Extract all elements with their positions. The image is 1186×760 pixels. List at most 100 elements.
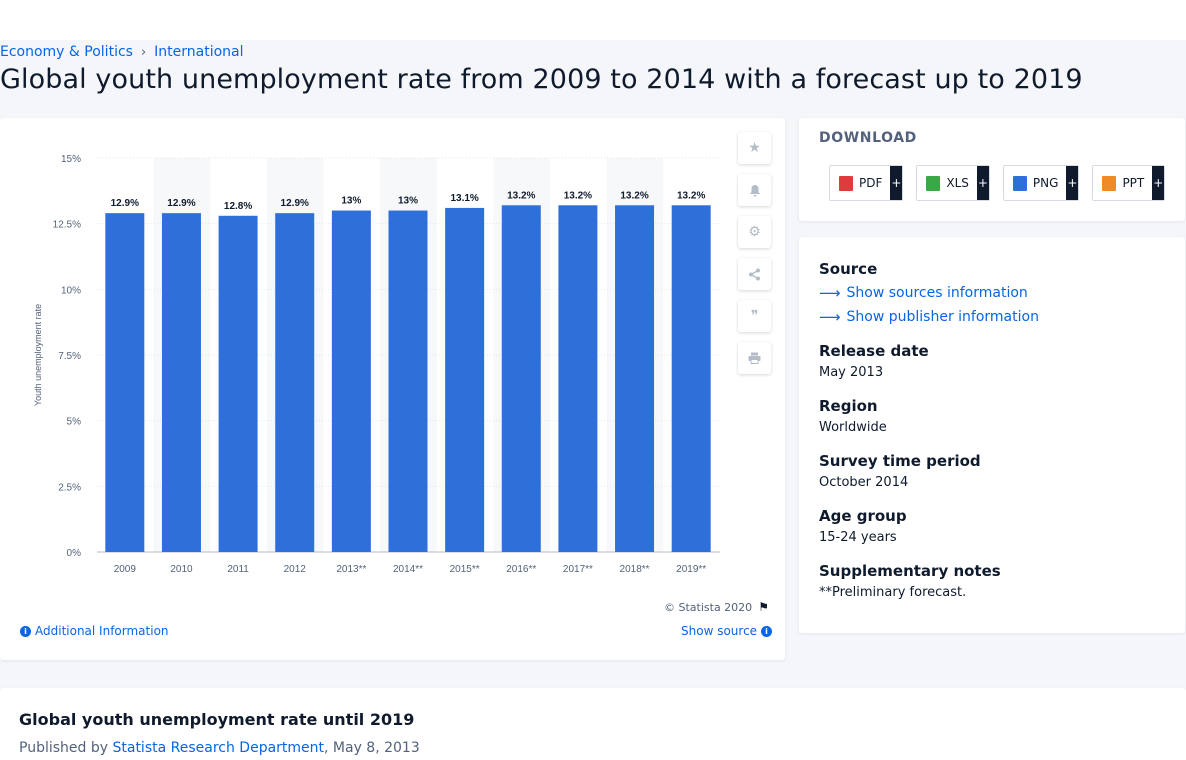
print-icon[interactable] <box>738 342 771 374</box>
download-pdf-button[interactable]: PDF + <box>829 165 904 201</box>
bar <box>615 205 655 552</box>
bell-icon[interactable] <box>738 174 771 206</box>
plus-icon: + <box>1066 166 1079 200</box>
publication-date: , May 8, 2013 <box>324 740 420 756</box>
download-title: DOWNLOAD <box>819 130 917 146</box>
published-by-label: Published by <box>19 740 109 756</box>
source-label: Source <box>819 260 878 278</box>
arrow-right-icon: ⟶ <box>819 308 841 326</box>
breadcrumb-separator: › <box>140 44 147 60</box>
release-date-value: May 2013 <box>819 365 884 380</box>
publication-card: Global youth unemployment rate until 201… <box>0 688 1186 760</box>
download-ppt-label: PPT <box>1122 176 1145 190</box>
publisher-link[interactable]: Statista Research Department <box>112 740 325 756</box>
statistic-details-card: Source ⟶ Show sources information ⟶ Show… <box>799 237 1185 633</box>
xls-file-icon <box>926 175 941 191</box>
data-label: 13.2% <box>620 190 648 201</box>
additional-information-link[interactable]: i Additional Information <box>20 624 169 638</box>
x-tick-label: 2018** <box>620 564 650 575</box>
plus-icon: + <box>1152 166 1165 200</box>
download-xls-label: XLS <box>946 176 969 190</box>
star-icon[interactable]: ★ <box>738 132 771 164</box>
download-buttons: PDF + XLS + PNG + PPT + <box>829 165 1166 201</box>
data-label: 13% <box>341 196 361 207</box>
flag-icon[interactable]: ⚑ <box>758 600 769 614</box>
data-label: 13.2% <box>677 190 705 201</box>
copyright-text: © Statista 2020 <box>664 600 753 614</box>
download-ppt-button[interactable]: PPT + <box>1092 165 1166 201</box>
bar <box>331 210 371 552</box>
top-bar <box>0 0 1186 40</box>
page-title: Global youth unemployment rate from 2009… <box>0 64 1083 95</box>
chart-tools: ★ ⚙ ❞ <box>738 132 771 374</box>
bar <box>445 207 485 552</box>
info-icon: i <box>20 625 31 637</box>
region-value: Worldwide <box>819 420 887 435</box>
x-tick-label: 2014** <box>393 564 423 575</box>
data-label: 12.9% <box>111 198 139 209</box>
ppt-file-icon <box>1102 175 1117 191</box>
show-sources-link[interactable]: ⟶ Show sources information <box>819 284 1028 302</box>
release-date-label: Release date <box>819 342 929 360</box>
bar <box>388 210 428 552</box>
download-xls-button[interactable]: XLS + <box>916 165 990 201</box>
plus-icon: + <box>890 166 903 200</box>
bar <box>671 205 711 552</box>
show-publisher-link[interactable]: ⟶ Show publisher information <box>819 308 1039 326</box>
bar <box>218 215 258 552</box>
data-label: 13.2% <box>507 190 535 201</box>
bar <box>275 213 315 552</box>
y-tick-label: 2.5% <box>58 482 81 493</box>
additional-information-label: Additional Information <box>35 624 169 638</box>
survey-period-value: October 2014 <box>819 475 909 490</box>
y-axis-label: Youth unemployment rate <box>33 304 43 406</box>
bar <box>161 213 201 552</box>
bar-chart: 0% 2.5% 5% 7.5% 10% 12.5% 15% Youth unemploymen… <box>33 154 720 575</box>
x-tick-label: 2013** <box>336 564 366 575</box>
y-tick-label: 10% <box>61 285 81 296</box>
share-icon[interactable] <box>738 258 771 290</box>
breadcrumb-economy-politics[interactable]: Economy & Politics <box>0 44 133 60</box>
plus-icon: + <box>976 166 989 200</box>
x-tick-label: 2015** <box>450 564 480 575</box>
copyright-notice: © Statista 2020 ⚑ <box>664 600 769 614</box>
chart-card: 0% 2.5% 5% 7.5% 10% 12.5% 15% Youth unemploymen… <box>0 118 785 660</box>
x-tick-label: 2010 <box>170 564 193 575</box>
download-pdf-label: PDF <box>859 176 883 190</box>
data-label: 12.8% <box>224 201 252 212</box>
supplementary-notes-label: Supplementary notes <box>819 562 1001 580</box>
breadcrumb: Economy & Politics › International <box>0 44 244 60</box>
show-source-label: Show source <box>681 624 758 638</box>
publication-byline: Published by Statista Research Departmen… <box>19 740 420 756</box>
png-file-icon <box>1012 175 1027 191</box>
y-tick-label: 7.5% <box>58 351 81 362</box>
show-source-link[interactable]: Show source i <box>681 624 773 638</box>
bar <box>105 213 145 552</box>
data-label: 13% <box>398 196 418 207</box>
x-tick-label: 2017** <box>563 564 593 575</box>
age-group-value: 15-24 years <box>819 530 897 545</box>
x-tick-label: 2012 <box>284 564 307 575</box>
data-label: 13.2% <box>564 190 592 201</box>
x-tick-label: 2016** <box>506 564 536 575</box>
x-tick-label: 2011 <box>227 564 249 575</box>
supplementary-notes-value: **Preliminary forecast. <box>819 585 967 600</box>
publication-title: Global youth unemployment rate until 201… <box>19 710 415 729</box>
gear-icon[interactable]: ⚙ <box>738 216 771 248</box>
y-tick-label: 0% <box>67 548 82 559</box>
download-card: DOWNLOAD PDF + XLS + PNG + PPT + <box>799 118 1185 221</box>
show-publisher-label: Show publisher information <box>846 309 1039 325</box>
age-group-label: Age group <box>819 507 907 525</box>
quote-icon[interactable]: ❞ <box>738 300 771 332</box>
breadcrumb-international[interactable]: International <box>154 44 244 60</box>
arrow-right-icon: ⟶ <box>819 284 841 302</box>
download-png-button[interactable]: PNG + <box>1002 165 1080 201</box>
y-tick-label: 12.5% <box>53 220 81 231</box>
show-sources-label: Show sources information <box>846 285 1028 301</box>
data-label: 12.9% <box>281 198 309 209</box>
info-icon: i <box>761 625 773 637</box>
x-tick-label: 2019** <box>676 564 706 575</box>
survey-period-label: Survey time period <box>819 452 981 470</box>
pdf-file-icon <box>839 175 853 191</box>
y-tick-label: 5% <box>67 417 82 428</box>
